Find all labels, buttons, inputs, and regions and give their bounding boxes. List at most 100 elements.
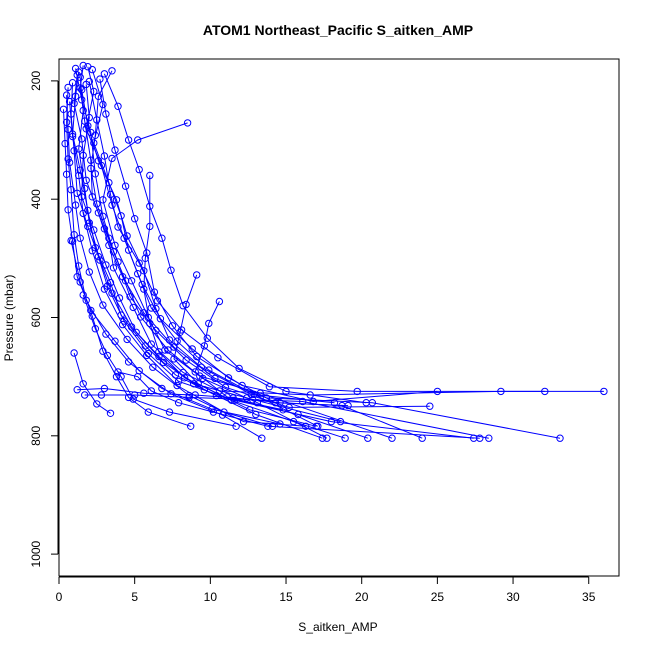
axes-layer: 0 5 10 15 20 25 30 35 200 400 600 800 1000 — [29, 71, 596, 604]
data-point — [99, 301, 107, 309]
data-point — [81, 391, 89, 399]
data-point — [64, 83, 72, 92]
series-group-6 — [71, 64, 396, 442]
data-point — [108, 67, 116, 75]
data-point — [68, 79, 77, 87]
data-point — [556, 434, 564, 442]
series-line — [66, 87, 281, 425]
data-point — [67, 186, 75, 194]
data-point — [94, 209, 103, 217]
data-point — [176, 328, 184, 336]
data-point — [182, 300, 190, 309]
x-tick-label: 20 — [355, 590, 369, 604]
data-point — [114, 102, 122, 111]
data-point — [209, 408, 218, 416]
data-point — [79, 151, 87, 160]
data-point — [183, 119, 192, 127]
data-point — [199, 374, 207, 383]
data-point — [140, 267, 148, 275]
data-point — [59, 105, 68, 114]
data-point — [193, 271, 201, 279]
data-point — [114, 223, 122, 231]
data-point — [167, 266, 175, 274]
data-point — [123, 335, 131, 344]
data-point — [62, 118, 71, 127]
data-point — [246, 406, 254, 414]
series-line — [78, 77, 341, 423]
series-group-11 — [96, 75, 442, 406]
data-point — [67, 236, 75, 245]
data-point — [71, 201, 80, 209]
series-group-22 — [191, 297, 372, 442]
data-point — [239, 417, 248, 426]
data-point — [156, 315, 165, 323]
series-group-13 — [62, 91, 310, 430]
data-point — [362, 399, 370, 407]
data-point — [84, 122, 92, 130]
data-point — [388, 434, 396, 442]
data-point — [90, 87, 98, 96]
data-point — [247, 390, 255, 399]
data-point — [146, 171, 154, 180]
series-group-18 — [78, 86, 339, 407]
data-point — [276, 399, 284, 407]
data-point — [188, 345, 196, 353]
data-point — [131, 215, 139, 223]
data-point — [62, 91, 71, 99]
data-point — [88, 247, 97, 255]
data-point — [294, 410, 302, 419]
series-group-24 — [79, 291, 240, 430]
data-point — [100, 70, 109, 78]
data-point — [106, 409, 115, 417]
data-point — [88, 65, 97, 74]
data-point — [65, 158, 74, 167]
data-point — [112, 196, 121, 204]
plot-frame — [58, 58, 620, 577]
data-point — [91, 325, 100, 333]
x-tick-label: 10 — [204, 590, 218, 604]
data-point — [299, 397, 307, 406]
data-point — [143, 351, 151, 360]
data-point — [205, 319, 213, 328]
data-point — [330, 399, 339, 407]
data-point — [97, 391, 106, 399]
data-point — [485, 434, 493, 442]
data-point — [182, 356, 190, 364]
data-point — [134, 270, 142, 278]
data-point — [144, 408, 153, 416]
data-point — [187, 422, 195, 430]
data-point — [165, 408, 174, 416]
data-point — [318, 434, 327, 442]
data-point — [102, 110, 110, 118]
data-point — [79, 291, 87, 299]
data-point — [137, 313, 145, 321]
data-point — [108, 154, 116, 163]
series-line — [88, 81, 545, 392]
data-point — [111, 241, 119, 250]
series-line — [103, 73, 367, 404]
series-line — [99, 79, 438, 403]
y-tick-label: 800 — [29, 425, 43, 445]
series-group-2 — [70, 71, 564, 442]
data-point — [99, 100, 107, 109]
data-point — [193, 352, 201, 361]
data-point — [76, 166, 84, 174]
data-point — [173, 381, 181, 390]
data-point — [62, 170, 71, 179]
data-point — [93, 400, 101, 408]
data-point — [64, 125, 72, 134]
data-point — [64, 155, 72, 163]
data-point — [127, 277, 136, 285]
data-point — [100, 152, 109, 160]
data-point — [76, 73, 84, 82]
data-point — [168, 322, 177, 330]
data-point — [229, 394, 237, 402]
y-tick-label: 1000 — [29, 540, 43, 567]
data-point — [123, 232, 131, 240]
data-point — [194, 380, 202, 388]
data-point — [336, 417, 345, 426]
data-point — [264, 422, 272, 430]
data-point — [200, 342, 209, 350]
data-point — [71, 92, 80, 101]
